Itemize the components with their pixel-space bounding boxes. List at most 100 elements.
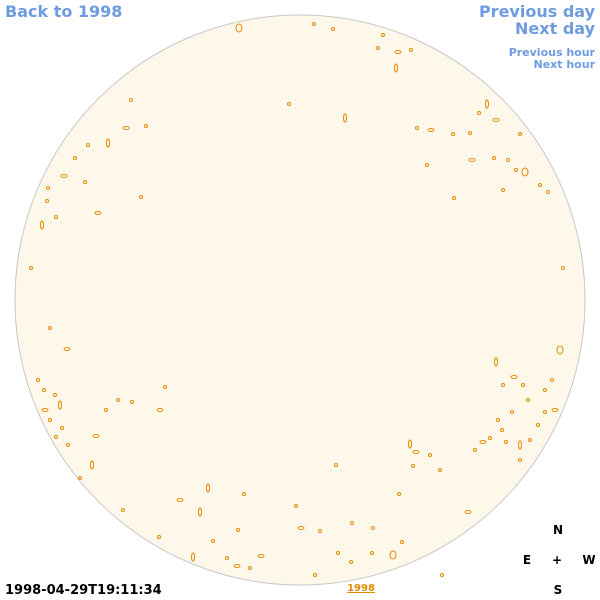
spot-contour	[312, 22, 316, 26]
spot-contour	[477, 111, 481, 115]
solar-disk	[14, 14, 586, 586]
spot-contour	[468, 158, 476, 162]
spot-contour	[60, 174, 68, 178]
spot-contour	[371, 526, 375, 530]
spot-contour	[501, 383, 505, 387]
spot-contour	[464, 510, 472, 514]
spot-contour	[46, 186, 50, 190]
spot-contour	[514, 168, 518, 172]
spot-contour	[543, 388, 547, 392]
spot-contour	[381, 33, 385, 37]
spot-contour	[479, 440, 487, 444]
spot-contour	[144, 124, 148, 128]
spot-contour	[492, 156, 496, 160]
spot-contour	[63, 347, 71, 351]
spot-contour	[297, 526, 305, 530]
spot-contour	[440, 573, 444, 577]
spot-contour	[438, 468, 442, 472]
spot-contour	[58, 400, 62, 410]
spot-contour	[206, 483, 210, 493]
spot-contour	[409, 48, 413, 52]
spot-contour	[415, 126, 419, 130]
previous-hour-link[interactable]: Previous hour	[509, 46, 596, 59]
spot-contour	[225, 556, 229, 560]
spot-contour	[394, 50, 402, 54]
spot-contour	[257, 554, 265, 558]
spot-contour	[66, 443, 70, 447]
spot-contour	[492, 118, 500, 122]
spot-contours	[29, 22, 565, 577]
spot-contour	[90, 460, 94, 470]
spot-contour	[106, 138, 110, 148]
compass-center: +	[552, 553, 562, 567]
previous-day-link[interactable]: Previous day	[479, 2, 596, 21]
spot-contour	[334, 463, 338, 467]
spot-contour	[501, 188, 505, 192]
next-day-link[interactable]: Next day	[515, 19, 596, 38]
spot-contour	[233, 564, 241, 568]
spot-contour	[550, 378, 554, 382]
spot-contour	[92, 434, 100, 438]
spot-contour	[53, 393, 57, 397]
year-link[interactable]: 1998	[347, 583, 375, 594]
spot-contour	[521, 383, 525, 387]
spot-contour	[86, 143, 90, 147]
spot-contour	[536, 423, 540, 427]
spot-contour	[116, 398, 120, 402]
spot-contour	[370, 551, 374, 555]
spot-contour	[294, 504, 298, 508]
timestamp: 1998-04-29T19:11:34	[5, 583, 162, 598]
spot-contour	[397, 492, 401, 496]
compass-east: E	[523, 553, 531, 567]
spot-contour	[510, 375, 518, 379]
spot-contour	[496, 418, 500, 422]
spot-contour	[494, 357, 498, 367]
spot-contour	[528, 438, 532, 442]
spot-contour	[349, 560, 353, 564]
spot-contour	[78, 476, 82, 480]
spot-contour	[451, 132, 455, 136]
spot-contour	[488, 436, 492, 440]
spot-contour	[129, 98, 133, 102]
spot-contour	[543, 410, 547, 414]
spot-contour	[235, 23, 243, 33]
spot-contour	[551, 408, 559, 412]
spot-contour	[473, 448, 477, 452]
spot-contour	[36, 378, 40, 382]
spot-contour	[468, 131, 472, 135]
spot-contour	[122, 126, 130, 130]
compass-north: N	[553, 523, 563, 537]
spot-contour	[518, 458, 522, 462]
spot-contour	[428, 453, 432, 457]
spot-contour	[425, 163, 429, 167]
spot-contour	[427, 128, 435, 132]
spot-contour	[40, 220, 44, 230]
back-year-link[interactable]: Back to 1998	[5, 2, 122, 21]
spot-contour	[521, 167, 529, 177]
spot-contour	[389, 550, 397, 560]
spot-contour	[191, 552, 195, 562]
spot-contour	[157, 535, 161, 539]
spot-contour	[504, 440, 508, 444]
spot-contour	[45, 199, 49, 203]
spot-contour	[198, 507, 202, 517]
next-hour-link[interactable]: Next hour	[534, 58, 596, 71]
spot-contour	[41, 408, 49, 412]
spot-contour	[510, 410, 514, 414]
spot-contour	[394, 63, 398, 73]
spot-contour	[556, 345, 564, 355]
spot-contour	[139, 195, 143, 199]
spot-contour	[411, 464, 415, 468]
spot-contour	[526, 398, 530, 402]
spot-contour	[60, 426, 64, 430]
spot-contour	[518, 132, 522, 136]
spot-contour	[561, 266, 565, 270]
spot-contour	[408, 439, 412, 449]
spot-contour	[73, 156, 77, 160]
spot-contour	[518, 440, 522, 450]
spot-contour	[242, 492, 246, 496]
compass-west: W	[582, 553, 595, 567]
spot-contour	[54, 215, 58, 219]
spot-contour	[48, 418, 52, 422]
